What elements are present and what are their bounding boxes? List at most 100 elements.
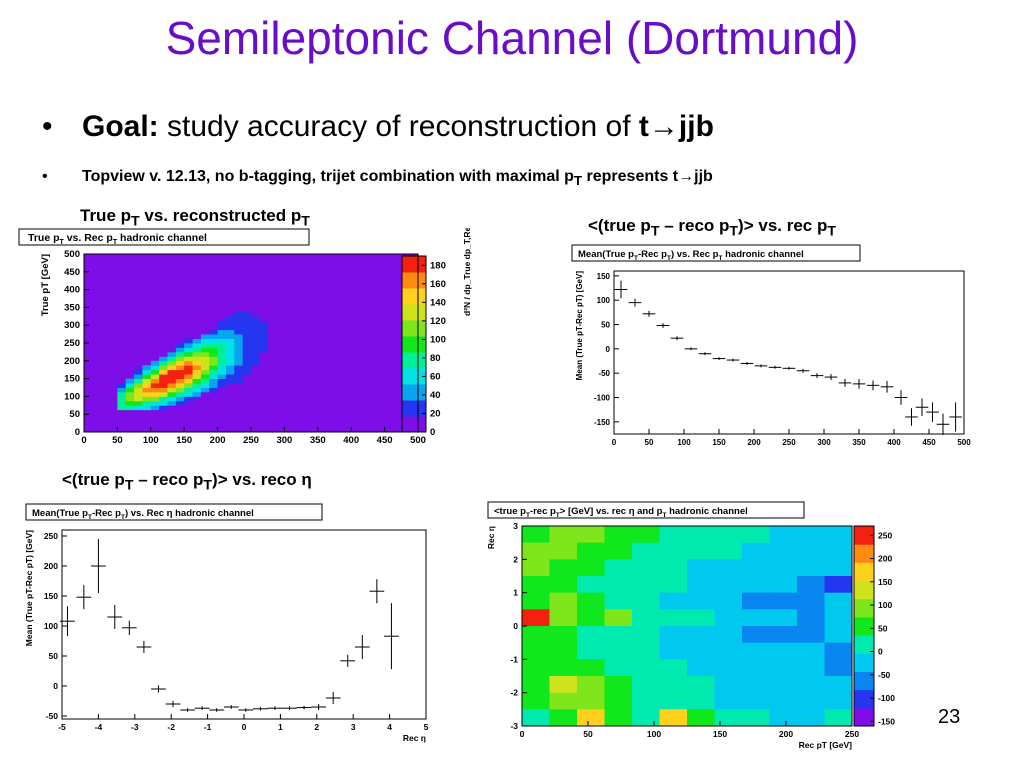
y-tick-label: 0: [75, 427, 80, 438]
heatmap-cell: [134, 391, 143, 397]
y-tick-label: 3: [513, 521, 518, 531]
heatmap-cell: [234, 365, 244, 371]
heatmap-cell: [769, 609, 798, 627]
x-axis-label: Rec pT [GeV]: [799, 740, 853, 750]
heatmap-cell: [742, 692, 770, 710]
x-tick-label: 2: [314, 722, 319, 732]
heatmap-cell: [242, 338, 252, 344]
heatmap-cell: [150, 369, 160, 375]
heatmap-cell: [242, 369, 252, 375]
chart-title-box: [571, 244, 861, 262]
heatmap-cell: [184, 343, 193, 348]
heatmap-cell: [797, 642, 825, 660]
heatmap-cell: [217, 356, 227, 362]
heatmap-cell: [824, 626, 853, 644]
heatmap-cell: [549, 559, 578, 577]
heatmap-cell: [259, 347, 269, 353]
heatmap-cell: [769, 526, 798, 544]
x-tick-label: 300: [276, 435, 292, 446]
heatmap-cell: [659, 559, 688, 577]
heatmap-cell: [714, 526, 743, 544]
colorbar-tick-label: 180: [430, 260, 446, 271]
heatmap-cell: [167, 374, 177, 379]
heatmap-cell: [522, 576, 550, 594]
heatmap-cell: [200, 329, 210, 335]
heatmap-cell: [769, 676, 798, 694]
heatmap-cell: [251, 302, 260, 308]
heatmap-cell: [577, 692, 605, 710]
heatmap-cell: [234, 369, 244, 375]
heatmap-cell: [184, 351, 193, 357]
heatmap-cell: [267, 316, 277, 322]
colorbar-segment: [402, 304, 426, 321]
heatmap-cell: [549, 642, 578, 660]
heatmap-cell: [259, 302, 269, 308]
colorbar-axis-label: d²N / dp_True dp_T,Rec: [462, 228, 472, 316]
heatmap-cell: [267, 351, 277, 357]
heatmap-cell: [687, 709, 715, 727]
x-tick-label: 300: [817, 438, 831, 447]
heatmap-cell: [242, 316, 252, 322]
heatmap-cell: [225, 347, 235, 353]
x-tick-label: 100: [647, 729, 661, 739]
heatmap-cell: [604, 559, 633, 577]
heatmap-cell: [150, 405, 160, 411]
colorbar-tick-label: 120: [430, 316, 446, 327]
heatmap-cell: [234, 351, 244, 357]
heatmap-cell: [200, 351, 210, 357]
y-axis-label: Rec η: [486, 526, 496, 549]
heatmap-cell: [209, 365, 218, 371]
heatmap-cell: [714, 676, 743, 694]
heatmap-cell: [175, 351, 185, 357]
colorbar-segment: [402, 352, 426, 369]
heatmap-cell: [192, 391, 202, 397]
heatmap-cell: [175, 387, 185, 393]
x-tick-label: -2: [167, 722, 175, 732]
heatmap-cell: [192, 369, 202, 375]
heatmap-cell: [175, 356, 185, 362]
colorbar-tick-label: 0: [878, 647, 883, 657]
heatmap-cell: [522, 626, 550, 644]
heatmap-cell: [604, 659, 633, 677]
heatmap-cell: [659, 526, 688, 544]
chart-mean-vs-eta-pt: <true pT-rec pT> [GeV] vs. rec η and pT …: [486, 501, 895, 750]
heatmap-cell: [117, 405, 127, 411]
heatmap-cell: [234, 360, 244, 366]
heatmap-cell: [687, 592, 715, 610]
heatmap-cell: [200, 378, 210, 384]
heatmap-cell: [687, 559, 715, 577]
x-tick-label: 1: [278, 722, 283, 732]
heatmap-cell: [175, 365, 185, 371]
x-tick-label: 150: [713, 729, 727, 739]
heatmap-cell: [125, 396, 135, 402]
heatmap-cell: [824, 576, 853, 594]
y-tick-label: -50: [598, 369, 610, 378]
heatmap-cell: [175, 369, 185, 375]
heatmap-cell: [200, 347, 210, 353]
heatmap-cell: [577, 576, 605, 594]
x-tick-label: 250: [845, 729, 859, 739]
goal-text: study accuracy of reconstruction of: [158, 110, 639, 143]
heatmap-cell: [192, 356, 202, 362]
heatmap-cell: [522, 559, 550, 577]
heatmap-cell: [259, 343, 269, 348]
heatmap-cell: [522, 642, 550, 660]
heatmap-cell: [159, 351, 168, 357]
heatmap-cell: [251, 347, 260, 353]
heatmap-cell: [632, 642, 660, 660]
heatmap-cell: [251, 343, 260, 348]
topview-text-pre: Topview v. 12.13, no b-tagging, trijet c…: [82, 168, 574, 185]
heatmap-cell: [159, 378, 168, 384]
heatmap-cell: [251, 334, 260, 339]
heatmap-cell: [797, 626, 825, 644]
heatmap-cell: [549, 676, 578, 694]
heatmap-cell: [192, 387, 202, 393]
y-tick-label: 100: [597, 296, 611, 305]
heatmap-cell: [167, 387, 177, 393]
heatmap-cell: [150, 378, 160, 384]
heatmap-cell: [209, 334, 218, 339]
heatmap-cell: [159, 374, 168, 379]
heatmap-cell: [134, 405, 143, 411]
colorbar-tick-label: 160: [430, 279, 446, 290]
heatmap-cell: [200, 369, 210, 375]
